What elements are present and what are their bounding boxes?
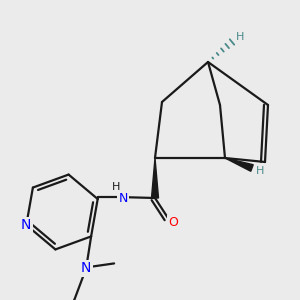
- Text: N: N: [81, 261, 91, 275]
- Text: H: H: [236, 32, 244, 42]
- Text: H: H: [112, 182, 120, 192]
- Polygon shape: [225, 158, 253, 171]
- Text: N: N: [118, 193, 128, 206]
- Polygon shape: [152, 158, 158, 198]
- Text: N: N: [21, 218, 32, 232]
- Text: O: O: [168, 217, 178, 230]
- Text: H: H: [256, 166, 264, 176]
